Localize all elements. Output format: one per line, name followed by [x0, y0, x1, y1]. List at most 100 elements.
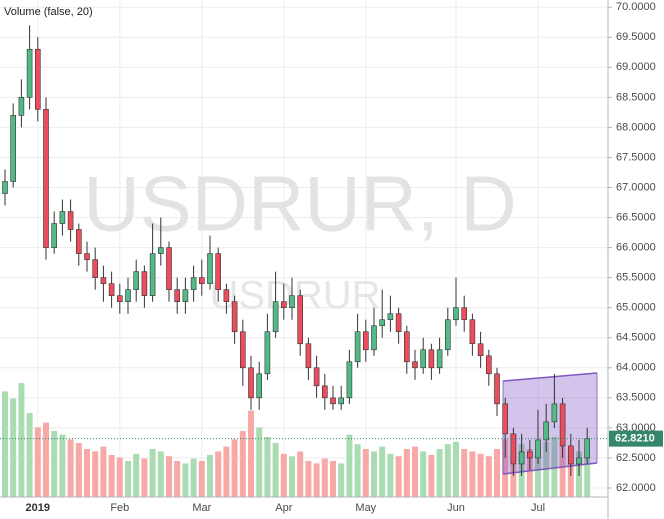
last-price-box	[609, 430, 663, 447]
x-tick-label: Feb	[110, 502, 129, 514]
y-tick-label: 67.5000	[616, 151, 656, 163]
y-tick-label: 66.5000	[616, 211, 656, 223]
candle-body	[2, 181, 8, 194]
y-tick-label: 69.0000	[616, 61, 656, 73]
volume-bar	[157, 451, 164, 497]
volume-bar	[239, 431, 246, 497]
volume-bar	[248, 410, 254, 497]
volume-bar	[428, 455, 435, 497]
volume-bar	[84, 449, 90, 497]
volume-bar	[559, 444, 566, 497]
candle-body	[387, 313, 394, 321]
watermark-sub: USDRUR	[209, 274, 380, 318]
volume-bar	[362, 449, 369, 497]
candle-body	[535, 439, 541, 459]
candle-body	[362, 331, 369, 351]
candle-body	[485, 355, 492, 375]
channel-upper	[502, 372, 598, 382]
volume-bar	[18, 383, 25, 497]
candle-body	[412, 361, 418, 369]
volume-bar	[141, 458, 148, 497]
candle-body	[567, 445, 574, 465]
volume-bar	[256, 427, 263, 497]
candle-body	[92, 259, 98, 278]
y-tick-label: 68.0000	[616, 121, 656, 133]
candle-body	[26, 48, 33, 98]
volume-bar	[494, 449, 500, 497]
candle-body	[149, 253, 156, 296]
candle-body	[559, 403, 566, 447]
candle-body	[477, 343, 484, 357]
volume-bar	[149, 449, 156, 497]
volume-bar	[264, 437, 271, 497]
candle-body	[330, 397, 336, 405]
candle-body	[526, 451, 533, 459]
x-tick-label: Jun	[447, 502, 465, 514]
y-tick-label: 62.5000	[616, 452, 656, 464]
volume-bar	[26, 413, 33, 497]
volume-bar	[182, 463, 189, 497]
y-tick-label: 66.0000	[616, 242, 656, 254]
y-tick-label: 68.5000	[616, 91, 656, 103]
candle-body	[576, 457, 582, 465]
volume-bar	[412, 446, 418, 497]
volume-bar	[584, 453, 591, 497]
volume-bar	[321, 458, 328, 497]
candle-body	[436, 349, 443, 369]
volume-bar	[453, 441, 459, 497]
volume-bar	[395, 456, 402, 497]
candle-body	[584, 438, 591, 459]
candle-body	[108, 283, 115, 296]
volume-bar	[477, 453, 484, 497]
candle-body	[551, 403, 558, 423]
candle-body	[10, 115, 16, 182]
volume-layer	[2, 383, 591, 497]
volume-bar	[485, 456, 492, 497]
volume-bar	[116, 457, 123, 497]
y-tick-label: 64.5000	[616, 332, 656, 344]
volume-bar	[502, 439, 509, 497]
volume-bar	[461, 449, 468, 497]
candle-body	[297, 295, 304, 345]
candle-body	[371, 325, 377, 351]
x-tick-label: Mar	[192, 502, 211, 514]
volume-bar	[403, 449, 410, 497]
candle-body	[84, 253, 90, 260]
candle-body	[34, 48, 41, 110]
y-tick-label: 62.0000	[616, 482, 656, 494]
x-tick-label: May	[355, 502, 376, 514]
candle-body	[321, 385, 328, 399]
volume-bar	[313, 463, 320, 497]
candle-body	[502, 403, 509, 435]
candle-body	[182, 289, 189, 302]
x-tick-label: 2019	[26, 502, 50, 514]
candle-body	[207, 253, 213, 284]
candle-body	[403, 331, 410, 363]
candle-body	[264, 331, 271, 375]
volume-bar	[2, 391, 8, 497]
volume-bar	[551, 437, 558, 497]
watermark: USDRUR, D	[83, 160, 516, 248]
candle-body	[240, 331, 246, 369]
y-tick-label: 67.0000	[616, 181, 656, 193]
candle-body	[354, 331, 361, 363]
volume-bar	[330, 461, 336, 497]
volume-bar	[354, 444, 361, 497]
x-tick-label: Apr	[275, 502, 292, 514]
volume-bar	[338, 463, 345, 497]
volume-bar	[297, 451, 304, 497]
candle-body	[231, 301, 238, 333]
volume-bar	[174, 461, 181, 497]
volume-bar	[92, 451, 99, 497]
volume-bar	[125, 461, 131, 497]
volume-bar	[133, 453, 140, 497]
candle-body	[199, 277, 205, 284]
candle-body	[346, 361, 353, 399]
candle-body	[100, 277, 107, 284]
volume-bar	[535, 446, 541, 497]
volume-bar	[436, 449, 443, 497]
candle-body	[510, 433, 517, 465]
candle-body	[444, 319, 451, 351]
volume-bar	[215, 451, 222, 497]
